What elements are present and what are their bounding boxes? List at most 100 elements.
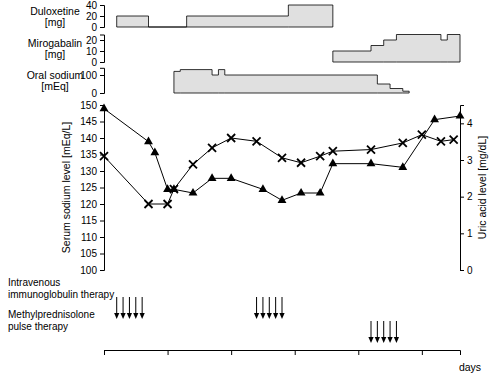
tick: 0 (91, 57, 104, 68)
marker (297, 159, 305, 167)
arrow-shaft (282, 297, 283, 315)
marker (164, 200, 172, 208)
axis-line (100, 6, 105, 28)
arrow-shaft (129, 297, 130, 315)
therapy-arrow (375, 321, 380, 343)
axis-line (100, 68, 105, 93)
tick-mark (460, 233, 464, 234)
tick: 3 (460, 155, 473, 166)
therapy-arrow (260, 297, 265, 319)
tick-mark (100, 188, 104, 189)
tick-mark (100, 237, 104, 238)
marker (258, 184, 267, 192)
tick: 130 (80, 166, 104, 177)
tick-label: 140 (80, 133, 97, 144)
marker (316, 152, 324, 160)
therapy-arrow (133, 297, 138, 319)
arrow-shaft (377, 321, 378, 339)
tick: 125 (80, 182, 104, 193)
tick-mark (100, 40, 104, 41)
tick: 145 (80, 116, 104, 127)
arrow-shaft (256, 297, 257, 315)
marker (169, 184, 178, 192)
arrow-head (394, 337, 399, 343)
therapy-arrow (368, 321, 373, 343)
marker (450, 136, 458, 144)
tick-label: 120 (80, 199, 97, 210)
therapy-label: pulse therapy (8, 321, 68, 332)
therapy-arrow (120, 297, 125, 319)
tick-mark (100, 221, 104, 222)
panel-label: [mg] (45, 16, 66, 28)
therapy-arrow (394, 321, 399, 343)
series-line (104, 109, 460, 201)
tick-mark (460, 160, 464, 161)
arrow-head (254, 313, 259, 319)
tick (231, 350, 232, 355)
marker (316, 188, 325, 196)
y-axis-title: Serum sodium level [mEq/L] (60, 122, 72, 253)
tick: 4 (460, 118, 473, 129)
panel-label: [mg] (45, 48, 66, 60)
tick: 150 (80, 100, 104, 111)
arrow-shaft (390, 321, 391, 339)
marker (398, 162, 407, 170)
tick-mark (100, 51, 104, 52)
marker (328, 159, 337, 167)
plot-area (333, 35, 460, 63)
arrow-shaft (123, 297, 124, 315)
arrow-head (267, 313, 272, 319)
tick-mark (100, 16, 104, 17)
therapy-arrow (254, 297, 259, 319)
tick: 20 (86, 35, 104, 46)
therapy-arrow (114, 297, 119, 319)
axis-line (105, 351, 461, 356)
tick-label: 40 (86, 0, 98, 11)
tick-label: 20 (86, 11, 98, 22)
therapy-arrow (381, 321, 386, 343)
marker (227, 173, 236, 181)
tick-label: 10 (86, 46, 98, 57)
plot-area (174, 70, 409, 93)
marker (227, 134, 235, 142)
tick-mark (100, 62, 104, 63)
marker (367, 159, 376, 167)
marker (278, 195, 287, 203)
tick-mark (460, 270, 464, 271)
tick: 105 (80, 248, 104, 259)
y-axis: 02040 (86, 0, 105, 33)
axis-line (100, 35, 105, 63)
marker (189, 188, 198, 196)
plot-area (100, 104, 465, 208)
marker (170, 185, 178, 193)
arrow-head (381, 337, 386, 343)
tick (104, 350, 105, 355)
marker (399, 139, 407, 147)
arrow-head (375, 337, 380, 343)
arrow-head (387, 337, 392, 343)
tick-label: 4 (467, 118, 473, 129)
therapy-label: immunoglobulin therapy (8, 289, 114, 300)
y-axis: 01020 (86, 35, 105, 68)
arrow-shaft (262, 297, 263, 315)
y-axis: 100105110115120125130135140145150 (80, 100, 104, 276)
tick-mark (100, 5, 104, 6)
tick-mark (100, 171, 104, 172)
tick (295, 350, 296, 355)
tick-mark (100, 27, 104, 28)
marker (253, 137, 261, 145)
tick: 0 (460, 265, 473, 276)
therapy-arrow (387, 321, 392, 343)
tick-label: 0 (91, 88, 97, 99)
arrow-shaft (135, 297, 136, 315)
tick (168, 350, 169, 355)
dose-area (174, 70, 409, 93)
plot-area (114, 297, 399, 343)
tick-label: 115 (81, 215, 97, 226)
step-panel: 02040Duloxetine[mg] (30, 0, 333, 33)
tick-mark (100, 270, 104, 271)
therapy-events: Intravenousimmunoglobulin therapyMethylp… (8, 277, 399, 343)
tick-mark (100, 155, 104, 156)
therapy-arrow (267, 297, 272, 319)
tick: 1 (460, 228, 473, 239)
